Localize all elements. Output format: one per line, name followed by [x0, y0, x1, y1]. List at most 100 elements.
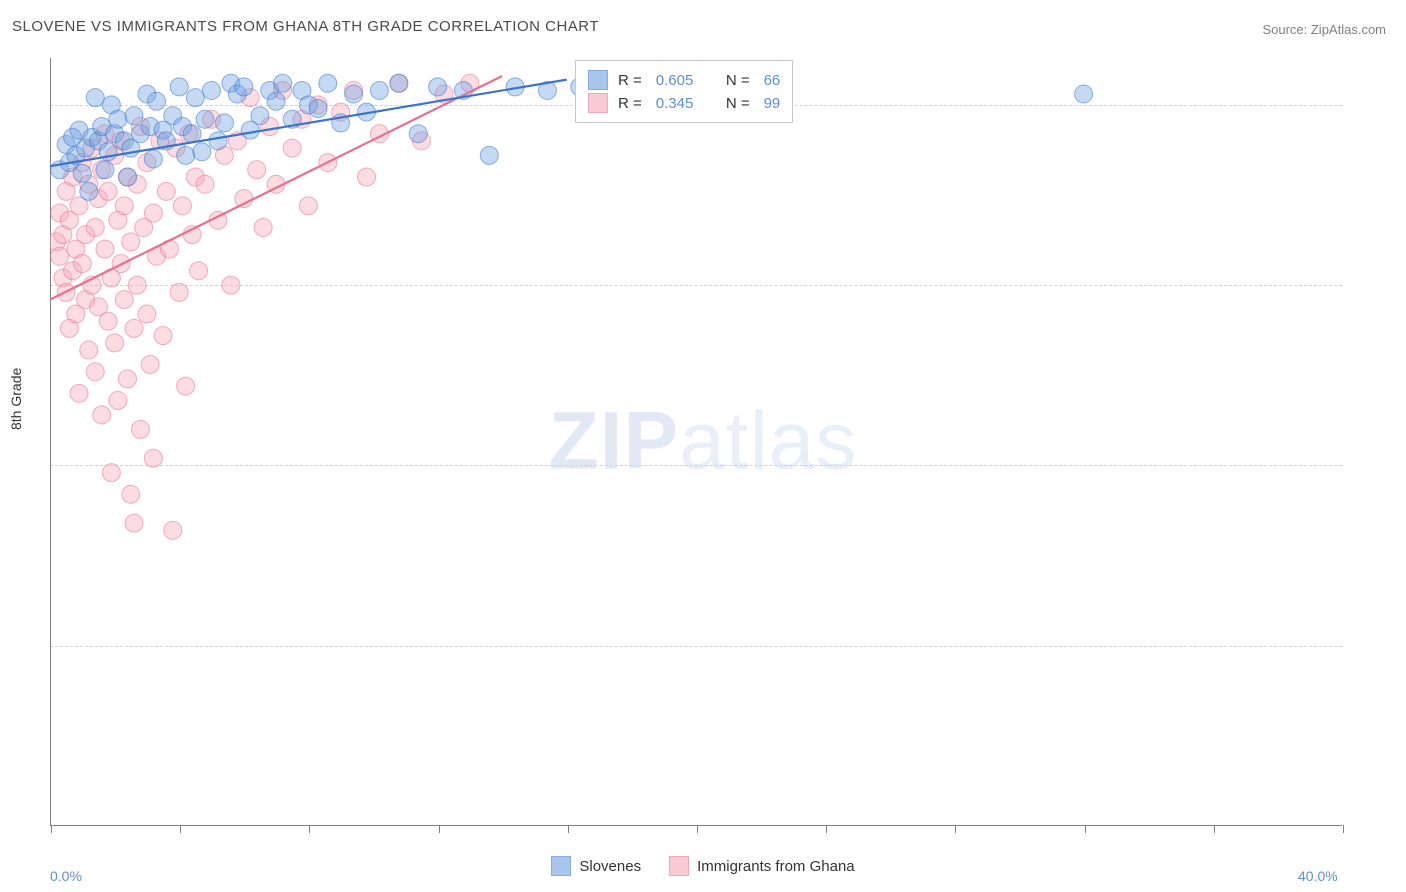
- x-tick-mark: [309, 825, 310, 833]
- data-point: [96, 240, 114, 258]
- source-label: Source: ZipAtlas.com: [1262, 22, 1386, 37]
- data-point: [148, 92, 166, 110]
- data-point: [109, 110, 127, 128]
- x-tick-mark: [826, 825, 827, 833]
- data-point: [345, 85, 363, 103]
- data-point: [390, 74, 408, 92]
- data-point: [267, 92, 285, 110]
- data-point: [141, 355, 159, 373]
- data-point: [193, 143, 211, 161]
- data-point: [251, 107, 269, 125]
- legend-series-label: Slovenes: [579, 858, 641, 875]
- data-point: [138, 305, 156, 323]
- x-tick-mark: [1214, 825, 1215, 833]
- data-point: [119, 370, 137, 388]
- data-point: [86, 218, 104, 236]
- legend-swatch: [669, 856, 689, 876]
- data-point: [283, 139, 301, 157]
- data-point: [99, 182, 117, 200]
- data-point: [144, 449, 162, 467]
- data-point: [115, 197, 133, 215]
- data-point: [309, 99, 327, 117]
- data-point: [70, 384, 88, 402]
- data-point: [409, 125, 427, 143]
- data-point: [125, 514, 143, 532]
- data-point: [215, 114, 233, 132]
- legend-n-value: 99: [764, 95, 781, 112]
- data-point: [154, 327, 172, 345]
- data-point: [319, 74, 337, 92]
- legend-swatch: [588, 70, 608, 90]
- data-point: [1075, 85, 1093, 103]
- data-point: [203, 81, 221, 99]
- legend-bottom-item: Slovenes: [551, 856, 641, 876]
- data-point: [196, 110, 214, 128]
- legend-series-label: Immigrants from Ghana: [697, 858, 855, 875]
- legend-r-value: 0.605: [656, 72, 694, 89]
- data-point: [299, 197, 317, 215]
- data-point: [183, 125, 201, 143]
- data-point: [170, 78, 188, 96]
- x-tick-mark: [1343, 825, 1344, 833]
- data-point: [157, 182, 175, 200]
- data-point: [164, 521, 182, 539]
- data-point: [480, 146, 498, 164]
- data-point: [144, 150, 162, 168]
- data-point: [125, 107, 143, 125]
- data-point: [190, 262, 208, 280]
- legend-row: R = 0.345 N = 99: [588, 93, 780, 113]
- data-point: [106, 334, 124, 352]
- legend-n-label: N =: [726, 72, 750, 89]
- legend-swatch: [588, 93, 608, 113]
- y-axis-label: 8th Grade: [8, 368, 24, 430]
- data-point: [125, 319, 143, 337]
- x-tick-mark: [51, 825, 52, 833]
- data-point: [196, 175, 214, 193]
- data-point: [73, 164, 91, 182]
- data-point: [177, 377, 195, 395]
- x-tick-label: 0.0%: [50, 868, 82, 884]
- legend-r-label: R =: [618, 95, 642, 112]
- data-point: [86, 363, 104, 381]
- data-point: [93, 406, 111, 424]
- data-point: [122, 485, 140, 503]
- x-tick-mark: [180, 825, 181, 833]
- x-tick-mark: [439, 825, 440, 833]
- data-point: [73, 255, 91, 273]
- scatter-svg: [50, 58, 1342, 826]
- legend-series: Slovenes Immigrants from Ghana: [0, 856, 1406, 880]
- legend-swatch: [551, 856, 571, 876]
- x-tick-mark: [1085, 825, 1086, 833]
- data-point: [51, 247, 69, 265]
- data-point: [109, 392, 127, 410]
- legend-r-value: 0.345: [656, 95, 694, 112]
- x-tick-mark: [568, 825, 569, 833]
- data-point: [96, 161, 114, 179]
- data-point: [254, 218, 272, 236]
- legend-correlation: R = 0.605 N = 66 R = 0.345 N = 99: [575, 60, 793, 123]
- data-point: [99, 312, 117, 330]
- data-point: [177, 146, 195, 164]
- data-point: [358, 168, 376, 186]
- legend-r-label: R =: [618, 72, 642, 89]
- data-point: [122, 233, 140, 251]
- legend-bottom-item: Immigrants from Ghana: [669, 856, 855, 876]
- data-point: [102, 464, 120, 482]
- data-point: [370, 81, 388, 99]
- legend-n-value: 66: [764, 72, 781, 89]
- data-point: [170, 283, 188, 301]
- x-tick-mark: [697, 825, 698, 833]
- data-point: [128, 276, 146, 294]
- data-point: [248, 161, 266, 179]
- x-tick-label: 40.0%: [1298, 868, 1338, 884]
- data-point: [80, 341, 98, 359]
- data-point: [86, 89, 104, 107]
- data-point: [173, 197, 191, 215]
- legend-n-label: N =: [726, 95, 750, 112]
- data-point: [429, 78, 447, 96]
- data-point: [186, 89, 204, 107]
- data-point: [131, 420, 149, 438]
- data-point: [209, 132, 227, 150]
- chart-title: SLOVENE VS IMMIGRANTS FROM GHANA 8TH GRA…: [12, 18, 599, 35]
- data-point: [222, 276, 240, 294]
